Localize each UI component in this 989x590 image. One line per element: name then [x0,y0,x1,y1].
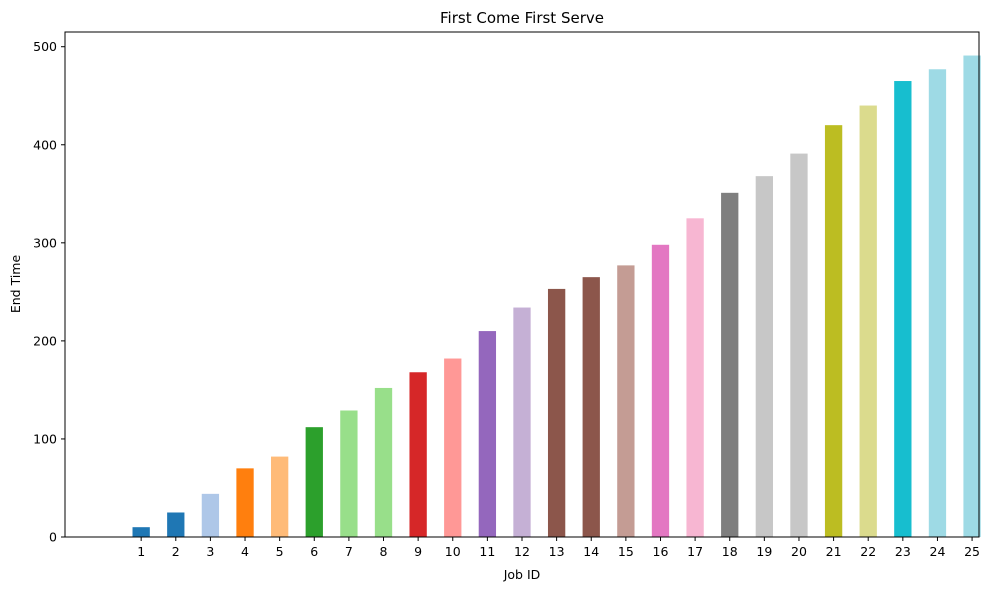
y-tick-label: 300 [33,235,57,250]
bar-job-17 [686,218,704,537]
bar-job-1 [132,527,150,537]
bar-job-13 [547,288,566,537]
x-tick-label: 8 [380,544,388,559]
x-tick-label: 15 [618,544,634,559]
bar-job-4 [236,468,254,537]
x-tick-label: 3 [206,544,214,559]
bar-job-25 [963,55,981,537]
bar-job-18 [721,192,739,537]
x-tick-label: 11 [479,544,495,559]
bars-group [132,55,981,538]
y-tick-label: 0 [49,530,57,545]
x-tick-label: 5 [276,544,284,559]
y-tick-label: 200 [33,333,57,348]
bar-job-11 [478,331,497,537]
x-tick-label: 16 [653,544,669,559]
x-tick-label: 7 [345,544,353,559]
x-tick-label: 12 [514,544,530,559]
x-tick-label: 23 [895,544,911,559]
x-tick-label: 20 [791,544,807,559]
x-tick-label: 18 [722,544,738,559]
bar-job-6 [305,427,323,537]
bar-job-19 [755,176,773,537]
x-tick-label: 25 [964,544,980,559]
y-axis: 0 100 200 300 400 500 [33,39,65,545]
x-tick-label: 19 [756,544,772,559]
bar-job-24 [928,69,947,537]
bar-job-23 [894,81,912,537]
y-axis-label: End Time [8,255,23,314]
x-axis: 1 2 3 4 5 6 7 8 9 10 11 12 13 14 15 16 17 18 19 20 21 22 23 24 2… [137,537,980,559]
bar-job-14 [582,277,600,537]
x-tick-label: 22 [860,544,876,559]
y-tick-label: 500 [33,39,57,54]
bar-job-3 [201,493,220,537]
x-tick-label: 4 [241,544,249,559]
bar-job-2 [167,512,185,537]
bar-job-8 [374,387,393,537]
x-tick-label: 14 [583,544,599,559]
bar-job-12 [513,307,531,537]
x-axis-label: Job ID [503,567,541,582]
y-tick-label: 400 [33,137,57,152]
bar-job-10 [444,358,462,537]
chart-title: First Come First Serve [440,9,604,27]
x-tick-label: 17 [687,544,703,559]
bar-job-7 [340,410,358,537]
bar-job-21 [824,125,843,537]
x-tick-label: 24 [930,544,946,559]
x-tick-label: 2 [172,544,180,559]
x-tick-label: 6 [310,544,318,559]
bar-job-9 [409,372,427,537]
bar-job-5 [271,456,289,537]
x-tick-label: 1 [137,544,145,559]
x-tick-label: 10 [445,544,461,559]
bar-job-22 [859,105,877,537]
bar-job-20 [790,153,808,537]
bar-job-15 [617,265,635,537]
x-tick-label: 13 [549,544,565,559]
bar-job-16 [651,244,670,538]
y-tick-label: 100 [33,431,57,446]
x-tick-label: 21 [826,544,842,559]
x-tick-label: 9 [414,544,422,559]
